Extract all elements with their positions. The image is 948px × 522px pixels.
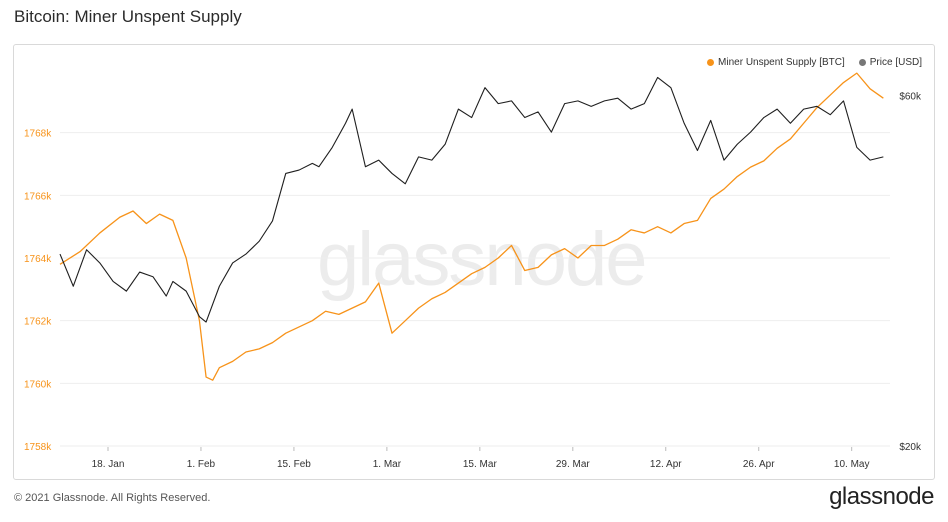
x-tick-label: 29. Mar — [556, 459, 591, 470]
y-left-tick-label: 1760k — [24, 379, 52, 390]
legend-item-supply[interactable]: Miner Unspent Supply [BTC] — [707, 57, 845, 68]
legend-label-price: Price [USD] — [869, 57, 922, 68]
y-left-tick-label: 1766k — [24, 191, 52, 202]
copyright-text: © 2021 Glassnode. All Rights Reserved. — [14, 492, 211, 504]
y-left-tick-label: 1758k — [24, 442, 52, 453]
legend-label-supply: Miner Unspent Supply [BTC] — [718, 57, 845, 68]
x-tick-label: 26. Apr — [743, 459, 775, 470]
glassnode-logo: glassnode — [829, 483, 934, 510]
watermark: glassnode — [317, 217, 647, 302]
series-line-miner-unspent-supply — [59, 72, 884, 381]
y-right-tick-label: $60k — [899, 92, 922, 103]
y-right-tick-label: $20k — [899, 442, 922, 453]
legend-dot-supply — [707, 59, 715, 66]
y-left-tick-label: 1764k — [24, 254, 52, 265]
x-tick-label: 1. Feb — [187, 459, 216, 470]
x-tick-label: 10. May — [834, 459, 870, 470]
x-tick-label: 15. Mar — [463, 459, 498, 470]
chart-title: Bitcoin: Miner Unspent Supply — [14, 7, 242, 26]
x-tick-label: 15. Feb — [277, 459, 311, 470]
y-left-tick-label: 1762k — [24, 317, 52, 328]
chart-panel — [13, 44, 935, 480]
legend-dot-price — [858, 59, 866, 66]
x-tick-label: 1. Mar — [373, 459, 402, 470]
series-line-price — [59, 76, 884, 323]
x-tick-label: 18. Jan — [92, 459, 125, 470]
y-left-tick-label: 1768k — [24, 129, 52, 140]
legend-item-price[interactable]: Price [USD] — [858, 57, 922, 68]
chart-legend: Miner Unspent Supply [BTC] Price [USD] — [707, 57, 922, 68]
x-tick-label: 12. Apr — [650, 459, 682, 470]
